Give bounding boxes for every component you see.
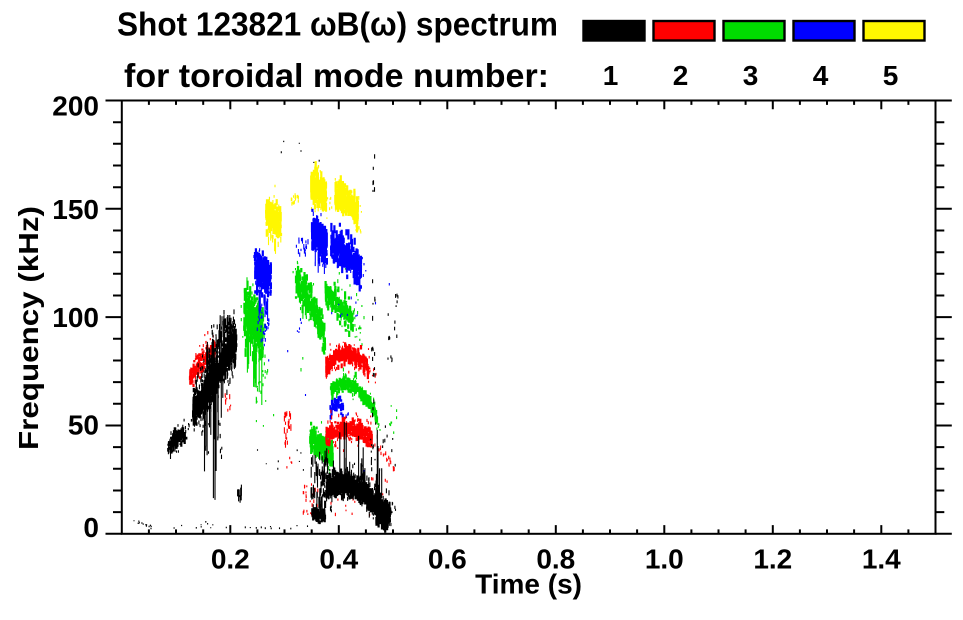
svg-text:Shot 123821 ωB(ω) spectrum: Shot 123821 ωB(ω) spectrum: [117, 5, 558, 42]
svg-text:0.2: 0.2: [211, 544, 250, 575]
svg-text:0.8: 0.8: [536, 544, 575, 575]
svg-text:150: 150: [52, 194, 99, 225]
svg-text:1.4: 1.4: [862, 544, 901, 575]
svg-text:4: 4: [813, 60, 829, 91]
svg-text:50: 50: [68, 410, 99, 441]
svg-text:3: 3: [743, 60, 759, 91]
svg-text:for toroidal mode number:: for toroidal mode number:: [124, 57, 549, 94]
svg-text:1.0: 1.0: [645, 544, 684, 575]
svg-text:Frequency (kHz): Frequency (kHz): [13, 206, 44, 450]
svg-text:2: 2: [673, 60, 689, 91]
svg-text:1: 1: [603, 60, 619, 91]
svg-text:100: 100: [52, 302, 99, 333]
svg-text:5: 5: [883, 60, 899, 91]
svg-text:Time (s): Time (s): [475, 569, 582, 600]
svg-text:0.4: 0.4: [319, 544, 358, 575]
svg-text:0.6: 0.6: [428, 544, 467, 575]
svg-text:200: 200: [52, 90, 99, 121]
svg-text:0: 0: [83, 512, 99, 543]
svg-text:1.2: 1.2: [753, 544, 792, 575]
